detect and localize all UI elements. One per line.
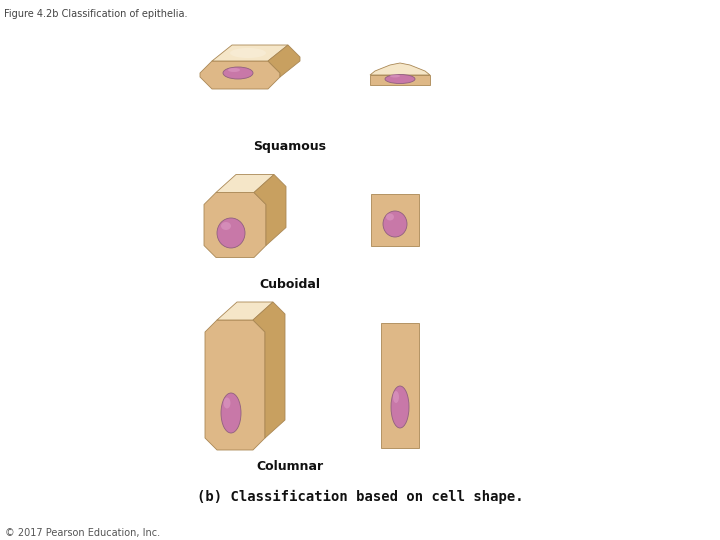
Ellipse shape — [223, 397, 230, 408]
Ellipse shape — [228, 68, 240, 72]
Ellipse shape — [386, 213, 394, 220]
Polygon shape — [370, 63, 430, 75]
Polygon shape — [204, 192, 266, 258]
Text: Squamous: Squamous — [253, 140, 326, 153]
Text: © 2017 Pearson Education, Inc.: © 2017 Pearson Education, Inc. — [5, 528, 160, 538]
Polygon shape — [216, 174, 274, 192]
Polygon shape — [200, 61, 280, 89]
Ellipse shape — [385, 75, 415, 84]
Polygon shape — [268, 45, 300, 77]
Ellipse shape — [383, 211, 407, 237]
Ellipse shape — [391, 386, 409, 428]
Ellipse shape — [390, 75, 400, 78]
Polygon shape — [381, 322, 419, 448]
Text: Cuboidal: Cuboidal — [259, 278, 320, 291]
Polygon shape — [205, 320, 265, 450]
Polygon shape — [253, 302, 285, 438]
Polygon shape — [217, 302, 273, 320]
Ellipse shape — [221, 393, 241, 433]
Ellipse shape — [393, 391, 399, 403]
Text: (b) Classification based on cell shape.: (b) Classification based on cell shape. — [197, 490, 523, 504]
Polygon shape — [371, 194, 419, 246]
Polygon shape — [370, 75, 430, 85]
Text: Columnar: Columnar — [256, 460, 323, 473]
Ellipse shape — [230, 48, 266, 58]
Ellipse shape — [221, 222, 231, 230]
Ellipse shape — [223, 67, 253, 79]
Polygon shape — [254, 174, 286, 246]
Polygon shape — [212, 45, 288, 61]
Ellipse shape — [217, 218, 245, 248]
Text: Figure 4.2b Classification of epithelia.: Figure 4.2b Classification of epithelia. — [4, 9, 187, 19]
